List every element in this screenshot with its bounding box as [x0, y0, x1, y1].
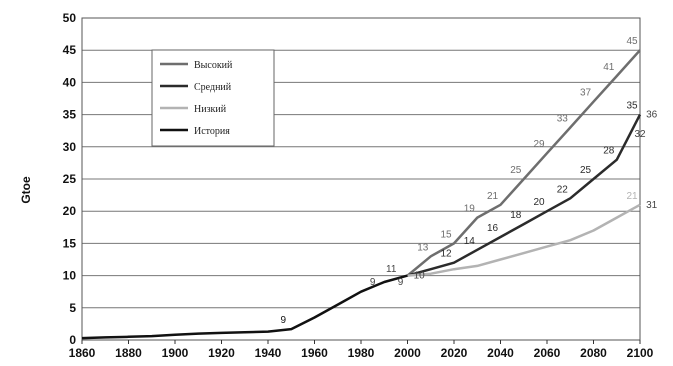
x-tick-label: 1860: [69, 346, 96, 360]
data-label: 25: [510, 165, 522, 176]
data-label: 18: [510, 210, 522, 221]
data-label: 15: [440, 229, 452, 240]
series-line-История: [81, 274, 408, 340]
data-label: 35: [626, 101, 638, 112]
data-label: 20: [533, 197, 545, 208]
y-tick-label: 10: [63, 269, 77, 283]
data-label: 22: [557, 184, 569, 195]
data-label: 16: [487, 223, 499, 234]
x-tick-label: 2020: [441, 346, 468, 360]
x-tick-label: 2080: [580, 346, 607, 360]
y-tick-label: 15: [63, 236, 77, 250]
annotation-label: 36: [646, 110, 658, 121]
annotation-label: 9: [370, 277, 376, 288]
y-tick-label: 30: [63, 140, 77, 154]
x-tick-label: 1940: [255, 346, 282, 360]
series-line-Низкий: [407, 203, 641, 277]
y-tick-label: 5: [69, 301, 76, 315]
data-label: 33: [557, 113, 569, 124]
data-labels: 13 15 19 21 25 29 33 37 41 45 12 14 16 18 20 22 25 28 35 21…: [280, 36, 657, 326]
y-tick-label: 20: [63, 204, 77, 218]
annotation-label: 32: [634, 129, 646, 140]
x-tick-label: 2000: [394, 346, 421, 360]
series-line-Высокий: [406, 49, 641, 277]
annotation-label: 31: [646, 200, 658, 211]
y-tick-label: 50: [63, 11, 77, 25]
data-label: 19: [464, 204, 476, 215]
x-tick-label: 1900: [162, 346, 189, 360]
data-label: 29: [533, 139, 545, 150]
legend-label: Средний: [194, 82, 232, 93]
x-tick-label: 1880: [115, 346, 142, 360]
data-label: 45: [626, 36, 638, 47]
annotation-label: 10: [414, 271, 426, 282]
y-tick-label: 45: [63, 43, 77, 57]
data-label: 28: [603, 146, 615, 157]
annotation-label: 9: [398, 277, 404, 288]
data-label: 13: [417, 242, 429, 253]
legend-label: История: [194, 126, 230, 137]
y-tick-label: 25: [63, 172, 77, 186]
y-tick-label: 0: [69, 333, 76, 347]
data-label: 9: [280, 315, 286, 326]
legend-label: Высокий: [194, 60, 233, 71]
data-label: 21: [626, 191, 638, 202]
data-label: 14: [464, 236, 476, 247]
series-lines: [81, 49, 642, 340]
legend-label: Низкий: [194, 104, 227, 115]
data-label: 12: [440, 249, 452, 260]
x-tick-label: 1980: [348, 346, 375, 360]
legend: Высокий Средний Низкий История: [151, 49, 275, 147]
x-tick-label: 2100: [627, 346, 654, 360]
data-label: 41: [603, 62, 615, 73]
data-label: 21: [487, 191, 499, 202]
y-axis-label: Gtoe: [19, 176, 33, 204]
x-tick-label: 2040: [487, 346, 514, 360]
x-tick-label: 1960: [301, 346, 328, 360]
y-tick-label: 40: [63, 75, 77, 89]
y-tick-label: 35: [63, 108, 77, 122]
series-line-Средний: [407, 114, 642, 277]
annotation-label: 11: [386, 264, 397, 275]
data-label: 25: [580, 165, 592, 176]
data-label: 37: [580, 88, 592, 99]
x-tick-label: 1920: [208, 346, 235, 360]
x-tick-label: 2060: [534, 346, 561, 360]
